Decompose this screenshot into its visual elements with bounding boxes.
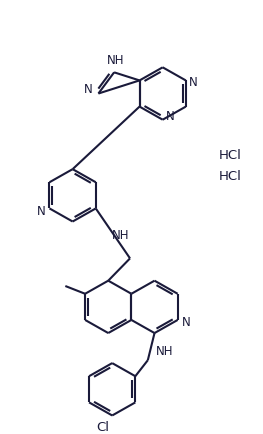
Text: N: N — [189, 76, 198, 89]
Text: NH: NH — [156, 345, 174, 358]
Text: NH: NH — [112, 229, 130, 242]
Text: N: N — [166, 110, 175, 123]
Text: HCl: HCl — [219, 148, 242, 161]
Text: NH: NH — [107, 54, 125, 67]
Text: N: N — [182, 316, 191, 329]
Text: N: N — [37, 205, 46, 218]
Text: HCl: HCl — [219, 170, 242, 183]
Text: Cl: Cl — [96, 421, 109, 434]
Text: N: N — [84, 83, 93, 96]
